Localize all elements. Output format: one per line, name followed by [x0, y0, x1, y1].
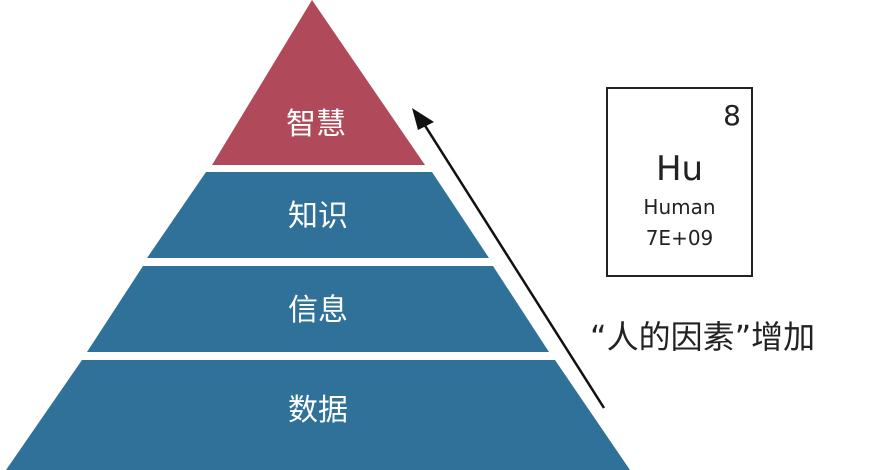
tier-label-information: 信息 [288, 293, 348, 328]
human-factor-caption: “人的因素”增加 [590, 318, 816, 356]
tier-wisdom [212, 0, 425, 165]
element-symbol: Hu [655, 149, 704, 189]
increase-arrow-line [422, 123, 606, 409]
increase-arrow-head [412, 108, 434, 130]
periodic-element-card: 8 Hu Human 7E+09 [606, 87, 753, 277]
tier-label-data: 数据 [288, 393, 348, 428]
element-name: Human [643, 195, 716, 219]
tier-label-knowledge: 知识 [288, 199, 348, 234]
tier-data [6, 360, 630, 470]
tier-information [87, 266, 549, 352]
tier-label-wisdom: 智慧 [286, 107, 346, 142]
element-value: 7E+09 [645, 226, 714, 250]
element-number: 8 [723, 99, 741, 132]
tier-knowledge [147, 172, 489, 258]
